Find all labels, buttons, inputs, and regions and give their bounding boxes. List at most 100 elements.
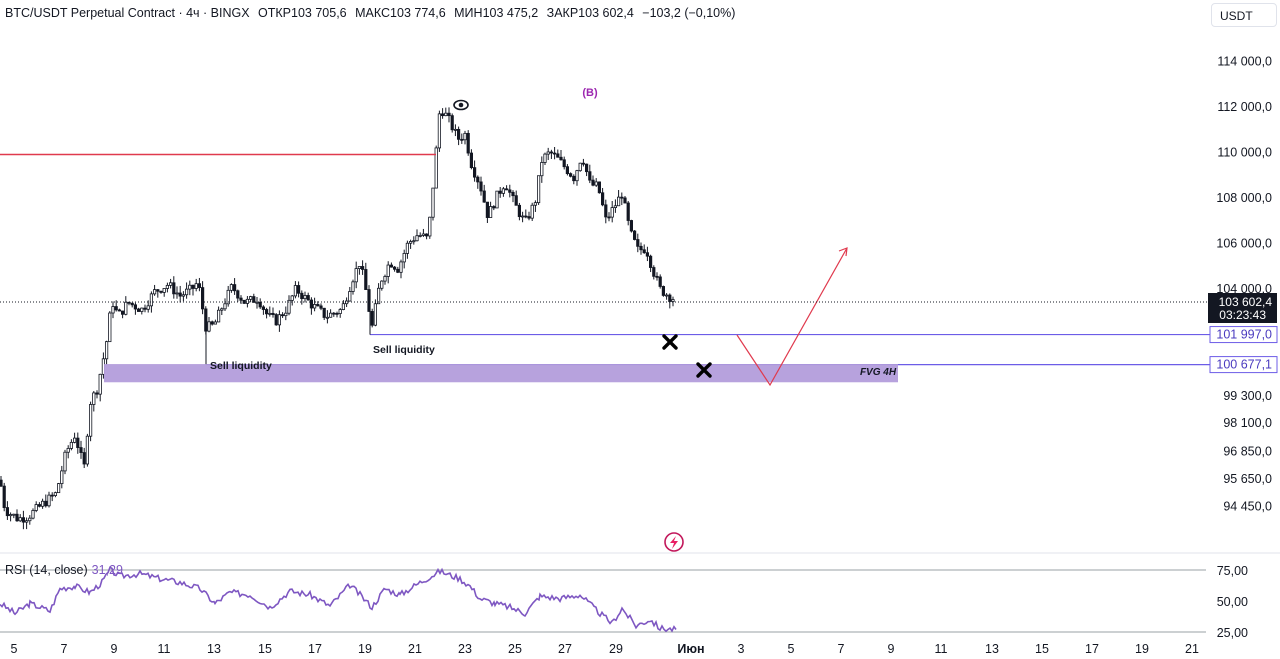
candle-body	[504, 188, 509, 191]
candle-body	[540, 162, 544, 177]
candle-body	[392, 266, 397, 270]
current-price-box	[1208, 293, 1277, 323]
high-value: МАКС103 774,6	[355, 6, 446, 20]
rsi-title[interactable]: RSI (14, close)	[5, 563, 88, 577]
candle-body	[95, 392, 99, 395]
candle-body	[223, 303, 227, 310]
price-tick-label: 108 000,0	[1216, 191, 1272, 205]
candle-body	[527, 216, 531, 219]
candle-body	[280, 314, 285, 317]
candle-body	[152, 289, 157, 295]
time-tick-label: 5	[788, 642, 795, 656]
candle-body	[191, 284, 195, 289]
rsi-value: 31,29	[91, 563, 123, 577]
rsi-tick-label: 25,00	[1217, 626, 1248, 640]
currency-button[interactable]: USDT	[1211, 3, 1277, 27]
candle-body	[642, 249, 646, 254]
candle-body	[428, 216, 432, 237]
candle-body	[546, 151, 550, 155]
candle-body	[220, 308, 224, 311]
current-price-label: 103 602,4	[1219, 295, 1273, 309]
candle-body	[140, 307, 144, 312]
candle-body	[21, 517, 26, 523]
candle-body	[565, 166, 570, 175]
candle-body	[434, 147, 438, 189]
candle-body	[604, 204, 608, 218]
candle-body	[389, 264, 394, 268]
candle-body	[293, 285, 298, 297]
candle-body	[639, 245, 643, 251]
candle-body	[92, 392, 96, 405]
candlestick-series	[0, 107, 675, 530]
candle-body	[463, 132, 467, 141]
candle-body	[645, 252, 650, 257]
candle-body	[617, 196, 621, 207]
candle-body	[146, 305, 150, 310]
candle-body	[671, 299, 675, 302]
price-tick-label: 114 000,0	[1217, 55, 1272, 69]
candle-body	[511, 191, 515, 197]
candle-body	[623, 197, 627, 204]
candle-body	[165, 284, 169, 289]
candle-body	[415, 235, 419, 242]
candle-body	[399, 261, 403, 273]
time-tick-label: 17	[308, 642, 322, 656]
candle-body	[322, 307, 326, 318]
candle-body	[508, 189, 512, 193]
candle-body	[569, 173, 573, 177]
candle-body	[514, 195, 518, 206]
candle-body	[258, 301, 262, 308]
candle-body	[252, 296, 256, 303]
candle-body	[652, 267, 656, 277]
wave-label: (B)	[582, 87, 598, 99]
candle-body	[44, 500, 48, 507]
candle-body	[456, 128, 461, 140]
time-tick-label: 3	[738, 642, 745, 656]
candle-body	[8, 514, 13, 517]
candle-body	[149, 293, 153, 307]
candle-body	[2, 485, 6, 508]
candle-body	[303, 295, 307, 300]
candle-body	[18, 517, 22, 522]
candle-body	[396, 268, 400, 273]
candle-body	[63, 451, 67, 472]
candle-body	[319, 305, 323, 309]
candle-body	[601, 192, 605, 206]
candle-body	[469, 152, 474, 169]
candle-body	[159, 290, 163, 293]
candle-body	[226, 289, 230, 305]
time-tick-label: 11	[158, 642, 171, 656]
candle-body	[184, 288, 189, 296]
candle-body	[284, 312, 288, 317]
candle-body	[354, 268, 358, 283]
candle-body	[386, 264, 390, 277]
time-tick-label: 19	[1135, 642, 1149, 656]
candle-body	[476, 176, 480, 183]
candle-body	[133, 304, 137, 310]
x-mark-icon	[662, 334, 678, 350]
candle-body	[210, 321, 214, 325]
close-value: ЗАКР103 602,4	[546, 6, 634, 20]
symbol-title[interactable]: BTC/USDT Perpetual Contract · 4ч · BINGX	[5, 6, 250, 20]
candle-body	[466, 132, 470, 154]
candle-body	[549, 151, 554, 154]
candle-body	[613, 205, 618, 208]
candle-body	[412, 240, 416, 243]
candle-body	[89, 404, 93, 437]
price-tick-label: 106 000,0	[1216, 237, 1272, 251]
drawing-overlays: (B) FVG 4H Sell liquidity Sell liquidity	[0, 87, 1210, 552]
sell-liquidity-label: Sell liquidity	[210, 360, 272, 372]
candle-body	[105, 341, 109, 360]
candle-body	[255, 301, 259, 304]
candle-body	[261, 306, 266, 310]
candle-body	[559, 156, 563, 161]
projection-arrowhead	[838, 247, 848, 257]
level-price-label: 100 677,1	[1216, 358, 1272, 372]
candle-body	[626, 202, 630, 221]
countdown-label: 03:23:43	[1219, 308, 1266, 322]
candle-body	[0, 479, 3, 487]
candle-body	[421, 233, 426, 236]
candle-body	[312, 304, 317, 309]
candle-body	[114, 306, 118, 311]
